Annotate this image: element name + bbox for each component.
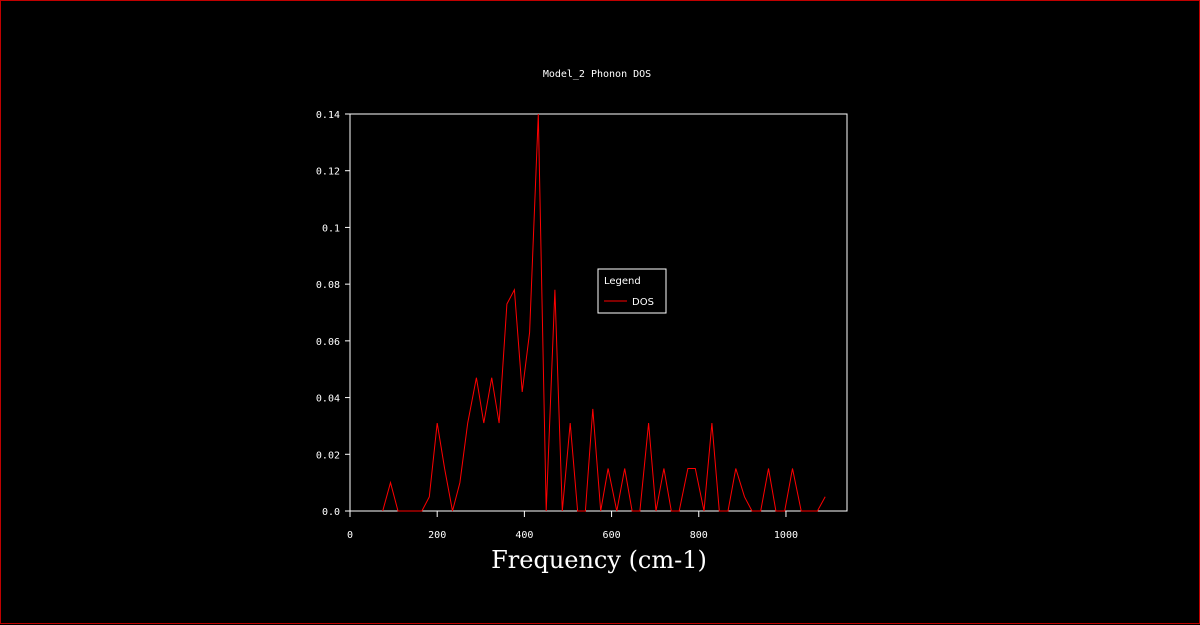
x-tick-label: 600 bbox=[603, 530, 621, 541]
series-line-dos bbox=[382, 113, 826, 512]
x-axis-title: Frequency (cm-1) bbox=[491, 546, 707, 574]
y-tick-label: 0.04 bbox=[316, 394, 340, 405]
y-tick-label: 0.1 bbox=[322, 223, 340, 234]
x-tick-label: 1000 bbox=[774, 530, 798, 541]
legend-box bbox=[597, 268, 667, 314]
x-tick-label: 200 bbox=[428, 530, 446, 541]
y-tick-label: 0.06 bbox=[316, 337, 340, 348]
x-tick-label: 400 bbox=[515, 530, 533, 541]
y-axis: 0.0 0.02 0.04 0.06 0.08 0.1 0.12 0.14 bbox=[316, 110, 350, 518]
x-tick-label: 800 bbox=[690, 530, 708, 541]
y-tick-label: 0.12 bbox=[316, 167, 340, 178]
y-tick-label: 0.0 bbox=[322, 507, 340, 518]
legend: Legend DOS bbox=[597, 268, 667, 314]
plot-area bbox=[349, 113, 848, 512]
x-axis: 0 200 400 600 800 1000 bbox=[347, 511, 798, 541]
x-tick-label: 0 bbox=[347, 530, 353, 541]
y-tick-label: 0.02 bbox=[316, 450, 340, 461]
legend-label-dos: DOS bbox=[632, 297, 654, 308]
chart-title: Model_2 Phonon DOS bbox=[543, 69, 651, 80]
legend-title: Legend bbox=[604, 276, 641, 287]
y-tick-label: 0.14 bbox=[316, 110, 340, 121]
y-tick-label: 0.08 bbox=[316, 280, 340, 291]
series-layer bbox=[382, 113, 826, 512]
